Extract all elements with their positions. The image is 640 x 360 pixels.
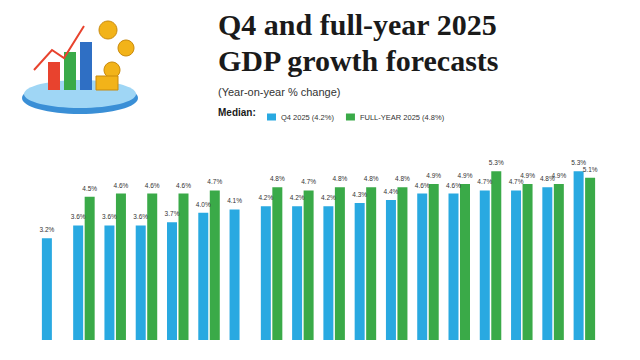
svg-text:4.6%: 4.6% <box>415 182 430 189</box>
svg-text:4.7%: 4.7% <box>301 178 316 185</box>
svg-text:4.9%: 4.9% <box>520 172 535 179</box>
svg-text:4.7%: 4.7% <box>207 178 222 185</box>
svg-text:4.9%: 4.9% <box>426 172 441 179</box>
svg-text:5.3%: 5.3% <box>571 159 586 167</box>
svg-text:4.7%: 4.7% <box>509 178 524 185</box>
svg-text:4.5%: 4.5% <box>82 185 97 192</box>
svg-text:4.7%: 4.7% <box>477 178 492 185</box>
svg-text:4.6%: 4.6% <box>114 182 129 189</box>
svg-text:4.8%: 4.8% <box>539 175 555 183</box>
svg-text:4.8%: 4.8% <box>364 175 379 182</box>
svg-text:Median:: Median: <box>218 107 256 118</box>
svg-text:3.6%: 3.6% <box>102 213 117 220</box>
svg-text:5.1%: 5.1% <box>583 166 598 173</box>
svg-text:4.6%: 4.6% <box>145 182 160 189</box>
svg-text:(Year-on-year % change): (Year-on-year % change) <box>218 86 341 98</box>
svg-text:4.4%: 4.4% <box>384 188 399 195</box>
svg-text:4.1%: 4.1% <box>227 197 242 204</box>
svg-text:4.6%: 4.6% <box>446 182 461 189</box>
svg-text:4.8%: 4.8% <box>270 175 285 182</box>
svg-text:GDP growth forecasts: GDP growth forecasts <box>218 44 499 77</box>
svg-text:5.3%: 5.3% <box>489 159 504 166</box>
svg-text:4.8%: 4.8% <box>332 175 347 182</box>
svg-text:3.7%: 3.7% <box>165 210 180 217</box>
svg-text:4.3%: 4.3% <box>352 191 367 198</box>
svg-text:4.6%: 4.6% <box>176 182 191 189</box>
svg-text:4.2%: 4.2% <box>321 194 336 201</box>
svg-text:4.2%: 4.2% <box>290 194 305 201</box>
svg-text:FULL-YEAR 2025 (4.8%): FULL-YEAR 2025 (4.8%) <box>360 113 445 122</box>
svg-text:Q4 and full-year 2025: Q4 and full-year 2025 <box>218 8 497 41</box>
svg-text:Q4 2025 (4.2%): Q4 2025 (4.2%) <box>281 113 334 122</box>
svg-text:4.9%: 4.9% <box>551 172 566 179</box>
svg-text:4.8%: 4.8% <box>395 175 410 182</box>
svg-text:4.2%: 4.2% <box>258 194 273 201</box>
svg-text:3.2%: 3.2% <box>39 226 54 233</box>
svg-text:4.9%: 4.9% <box>458 172 473 179</box>
svg-text:3.6%: 3.6% <box>133 213 148 220</box>
svg-text:4.0%: 4.0% <box>196 201 211 208</box>
svg-text:3.6%: 3.6% <box>71 213 86 220</box>
